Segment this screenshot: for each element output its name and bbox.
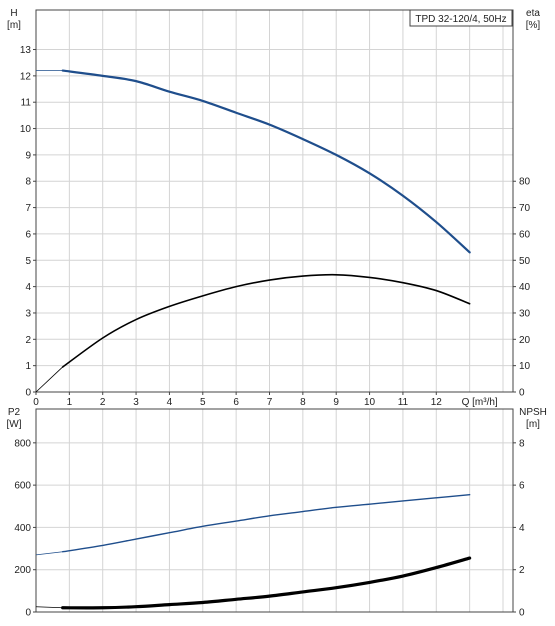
y-right-tick-label: 10 bbox=[519, 361, 531, 372]
y-right-tick-label: 0 bbox=[519, 388, 525, 399]
y-right-tick-label: 50 bbox=[519, 256, 531, 267]
y-left-tick-label: 8 bbox=[25, 177, 31, 188]
y-right-tick-label: 30 bbox=[519, 308, 531, 319]
x-tick-label: 4 bbox=[167, 397, 173, 408]
y-left-axis-title: H bbox=[10, 8, 17, 19]
power-curve-line bbox=[61, 493, 471, 553]
npsh-curve-line-extension bbox=[35, 606, 63, 609]
y-left-tick-label: 0 bbox=[25, 388, 31, 399]
x-tick-label: 5 bbox=[200, 397, 206, 408]
y-right-tick-label: 4 bbox=[519, 523, 525, 534]
x-tick-label: 7 bbox=[267, 397, 273, 408]
x-tick-label: 0 bbox=[33, 397, 39, 408]
y-right-axis-title: NPSH bbox=[519, 407, 547, 418]
x-tick-label: 6 bbox=[233, 397, 239, 408]
x-tick-label: 3 bbox=[133, 397, 139, 408]
y-right-tick-label: 2 bbox=[519, 565, 525, 576]
x-tick-label: 12 bbox=[431, 397, 443, 408]
x-tick-label: 2 bbox=[100, 397, 106, 408]
y-left-axis-unit: [m] bbox=[7, 20, 21, 31]
y-right-axis-unit: [%] bbox=[526, 20, 541, 31]
y-left-tick-label: 0 bbox=[25, 608, 31, 619]
y-left-tick-label: 13 bbox=[20, 45, 32, 56]
y-left-tick-label: 3 bbox=[25, 308, 31, 319]
y-right-tick-label: 60 bbox=[519, 229, 531, 240]
y-right-tick-label: 70 bbox=[519, 203, 531, 214]
y-right-axis-unit: [m] bbox=[526, 419, 540, 430]
head-curve-line bbox=[61, 69, 471, 254]
plot-frame bbox=[35, 408, 514, 613]
efficiency-curve-line bbox=[61, 273, 471, 368]
x-tick-label: 10 bbox=[364, 397, 376, 408]
y-right-tick-label: 40 bbox=[519, 282, 531, 293]
y-right-tick-label: 6 bbox=[519, 481, 525, 492]
y-left-tick-label: 600 bbox=[14, 481, 31, 492]
y-left-tick-label: 10 bbox=[20, 124, 32, 135]
y-right-axis-title: eta bbox=[526, 8, 540, 19]
y-right-tick-label: 0 bbox=[519, 608, 525, 619]
x-tick-label: 8 bbox=[300, 397, 306, 408]
x-tick-label: 1 bbox=[67, 397, 73, 408]
y-left-axis-title: P2 bbox=[8, 407, 21, 418]
npsh-curve-line bbox=[61, 556, 472, 610]
y-left-tick-label: 5 bbox=[25, 256, 31, 267]
y-left-tick-label: 400 bbox=[14, 523, 31, 534]
y-left-tick-label: 9 bbox=[25, 150, 31, 161]
y-right-tick-label: 20 bbox=[519, 335, 531, 346]
y-left-tick-label: 4 bbox=[25, 282, 31, 293]
y-left-tick-label: 12 bbox=[20, 71, 32, 82]
y-left-tick-label: 2 bbox=[25, 335, 31, 346]
y-left-tick-label: 7 bbox=[25, 203, 31, 214]
y-left-tick-label: 11 bbox=[21, 98, 32, 109]
plot-frame bbox=[35, 9, 514, 393]
y-right-tick-label: 80 bbox=[519, 177, 531, 188]
x-tick-label: 9 bbox=[333, 397, 339, 408]
y-left-tick-label: 200 bbox=[14, 565, 31, 576]
chart-title: TPD 32-120/4, 50Hz bbox=[415, 14, 506, 25]
y-left-tick-label: 800 bbox=[14, 438, 31, 449]
y-right-tick-label: 8 bbox=[519, 438, 525, 449]
chart-title-box bbox=[409, 9, 513, 27]
efficiency-curve-line-extension bbox=[35, 366, 63, 393]
x-tick-label: 11 bbox=[398, 397, 409, 408]
y-left-tick-label: 1 bbox=[25, 361, 31, 372]
y-left-axis-unit: [W] bbox=[7, 419, 22, 430]
y-left-tick-label: 6 bbox=[25, 229, 31, 240]
x-axis-title: Q [m³/h] bbox=[462, 397, 498, 408]
power-curve-line-extension bbox=[35, 551, 63, 556]
